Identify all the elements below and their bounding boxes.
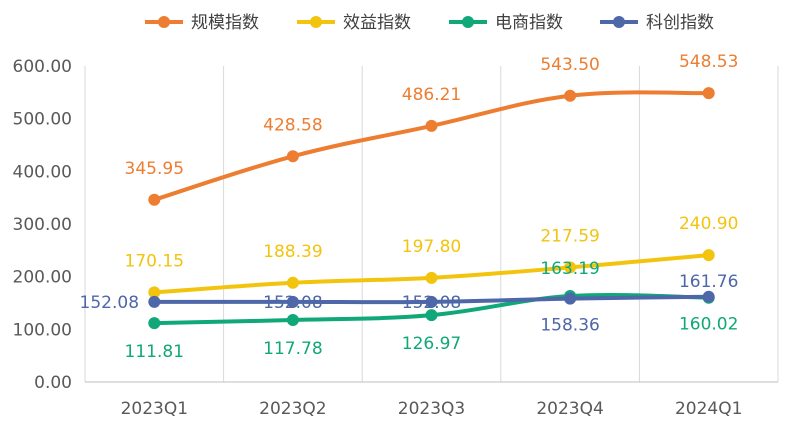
data-label: 486.21	[402, 85, 461, 105]
data-label: 197.80	[402, 237, 461, 257]
data-labels: 345.95 428.58 486.21 543.50 548.53 170.15 188.…	[80, 52, 739, 362]
data-points	[148, 87, 715, 330]
legend: 规模指数 效益指数 电商指数 科创指数	[145, 13, 714, 33]
x-tick-label: 2024Q1	[675, 399, 742, 419]
data-label: 158.36	[540, 316, 599, 336]
legend-label: 规模指数	[191, 13, 259, 33]
data-label: 217.59	[540, 226, 599, 246]
data-point	[564, 292, 577, 305]
data-label: 240.90	[679, 214, 738, 234]
x-tick-label: 2023Q2	[259, 399, 326, 419]
data-point	[702, 87, 715, 100]
data-label: 345.95	[125, 159, 184, 179]
y-tick-label: 100.00	[13, 320, 72, 340]
y-tick-label: 200.00	[13, 268, 72, 288]
legend-label: 效益指数	[343, 13, 411, 33]
data-label: 126.97	[402, 334, 461, 354]
data-point	[702, 290, 715, 303]
data-label: 543.50	[540, 55, 599, 75]
data-label: 152.08	[402, 293, 461, 313]
legend-item[interactable]: 效益指数	[297, 13, 411, 33]
data-point	[564, 261, 577, 274]
legend-dot-marker	[310, 16, 322, 28]
data-label: 188.39	[263, 242, 322, 262]
data-label: 117.78	[263, 339, 322, 359]
data-point	[148, 295, 161, 308]
x-tick-label: 2023Q1	[121, 399, 188, 419]
y-tick-label: 600.00	[13, 57, 72, 77]
legend-label: 科创指数	[646, 13, 714, 33]
series-line	[152, 90, 711, 202]
y-tick-label: 500.00	[13, 110, 72, 130]
data-label: 161.76	[679, 272, 738, 292]
y-tick-label: 400.00	[13, 162, 72, 182]
x-tick-label: 2023Q4	[536, 399, 603, 419]
legend-item[interactable]: 规模指数	[145, 13, 259, 33]
data-label: 152.08	[80, 293, 139, 313]
data-point	[148, 317, 161, 330]
data-point	[702, 249, 715, 262]
data-point	[286, 150, 299, 163]
legend-dot-marker	[613, 16, 625, 28]
data-label: 548.53	[679, 52, 738, 72]
legend-dot-marker	[462, 16, 474, 28]
data-label: 163.19	[540, 259, 599, 279]
data-label: 170.15	[125, 251, 184, 271]
data-point	[425, 309, 438, 322]
legend-dot-marker	[158, 16, 170, 28]
x-tick-label: 2023Q3	[398, 399, 465, 419]
data-point	[286, 295, 299, 308]
legend-label: 电商指数	[495, 13, 563, 33]
data-point	[425, 119, 438, 132]
data-label: 111.81	[125, 342, 184, 362]
data-label: 160.02	[679, 315, 738, 335]
axes: 0.00 100.00 200.00 300.00 400.00 500.00 600.00…	[13, 57, 778, 419]
data-point	[286, 313, 299, 326]
data-point	[425, 271, 438, 284]
legend-item[interactable]: 科创指数	[600, 13, 714, 33]
data-point	[564, 89, 577, 102]
y-tick-label: 300.00	[13, 215, 72, 235]
legend-item[interactable]: 电商指数	[449, 13, 563, 33]
data-point	[425, 295, 438, 308]
data-point	[148, 193, 161, 206]
data-label: 152.08	[263, 293, 322, 313]
data-point	[286, 276, 299, 289]
data-point	[148, 286, 161, 299]
y-tick-label: 0.00	[34, 373, 72, 393]
vertical-gridlines	[84, 66, 779, 382]
data-label: 428.58	[263, 115, 322, 135]
